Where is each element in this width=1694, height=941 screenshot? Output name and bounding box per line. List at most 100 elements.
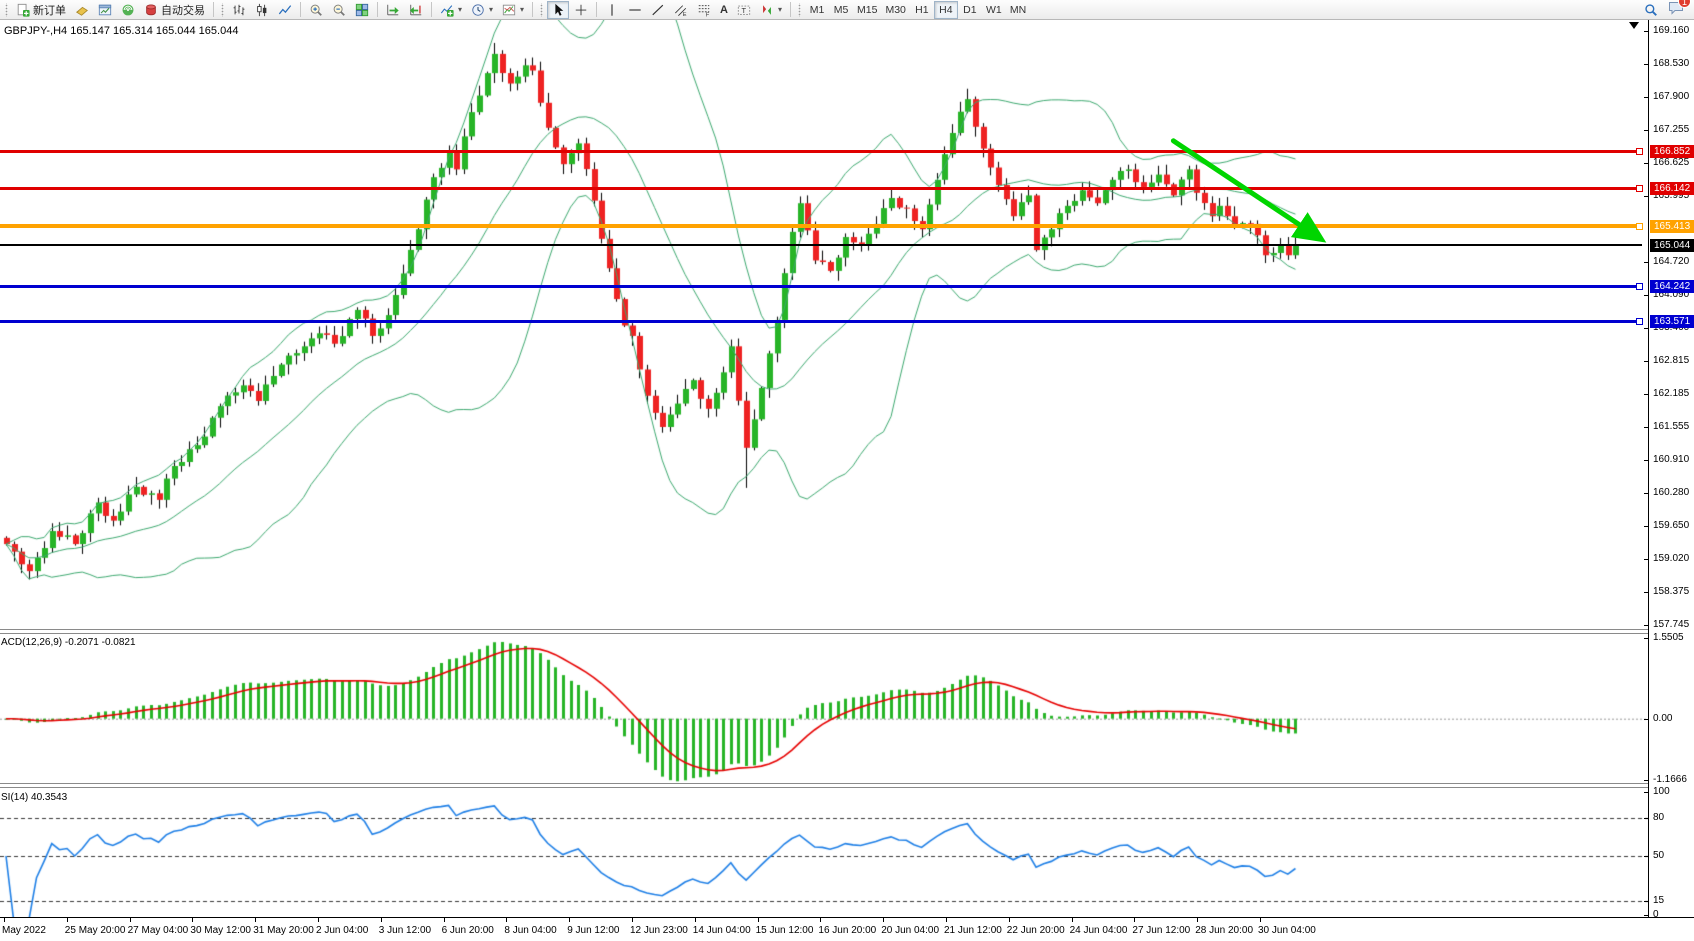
pane-separator-rsi[interactable] [0, 783, 1648, 788]
templates-button[interactable]: ▾ [498, 1, 528, 19]
axis-tick-mark [1644, 493, 1649, 494]
toolbar-grip[interactable] [797, 2, 803, 17]
notifications-button[interactable]: 1 [1668, 0, 1691, 20]
level-drag-handle[interactable] [1636, 147, 1643, 155]
new-order-button[interactable]: 新订单 [12, 1, 70, 19]
time-axis[interactable]: May 2022 25 May 20:00 27 May 04:00 30 May 1… [0, 917, 1694, 941]
time-tick-mark [1260, 918, 1261, 922]
horizontal-level-line[interactable] [0, 224, 1642, 228]
level-drag-handle[interactable] [1636, 222, 1643, 230]
timeframe-button-h1[interactable]: H1 [910, 1, 934, 19]
axis-tick-label: 0 [1653, 909, 1659, 920]
chevron-down-icon: ▾ [778, 5, 783, 14]
time-tick-label: 25 May 20:00 [64, 925, 126, 936]
equidistant-channel-button[interactable]: E [670, 1, 692, 19]
time-tick-label: May 2022 [2, 925, 46, 936]
pane-separator-macd[interactable] [0, 629, 1648, 634]
axis-tick-label: 160.280 [1653, 487, 1690, 499]
time-tick-label: 20 Jun 04:00 [881, 925, 940, 936]
chart-shift-icon [409, 4, 422, 15]
axis-tick-label: 0.00 [1653, 712, 1673, 724]
axis-tick-mark [1644, 638, 1649, 639]
axis-tick-label: 160.910 [1653, 454, 1690, 466]
timeframe-button-mn[interactable]: MN [1006, 1, 1030, 19]
bars-chart-button[interactable] [228, 1, 250, 19]
autotrading-button[interactable]: 自动交易 [140, 1, 209, 19]
cursor-button[interactable] [547, 0, 570, 19]
time-tick-label: 31 May 20:00 [253, 925, 314, 936]
timeframe-button-m15[interactable]: M15 [853, 1, 881, 19]
terminal-window-icon [98, 4, 112, 15]
arrows-button[interactable]: ▾ [756, 1, 786, 19]
time-tick-label: 30 May 12:00 [190, 925, 251, 936]
axis-tick-label: 80 [1653, 811, 1665, 823]
periods-button[interactable]: ▾ [467, 1, 497, 19]
toolbar-grip[interactable] [539, 2, 545, 17]
level-drag-handle[interactable] [1636, 184, 1643, 192]
timeframe-button-m30[interactable]: M30 [881, 1, 909, 19]
symbol-ohlc-title: GBPJPY-,H4 165.147 165.314 165.044 165.0… [4, 25, 239, 37]
macd-indicator-label: ACD(12,26,9) -0.2071 -0.0821 [1, 637, 136, 648]
search-button[interactable] [1640, 1, 1662, 19]
clock-icon [472, 3, 484, 16]
level-drag-handle[interactable] [1636, 283, 1643, 291]
axis-tick-label: 167.900 [1653, 90, 1690, 102]
time-tick-mark [1134, 918, 1135, 922]
time-tick-mark [444, 918, 445, 922]
signal-icon [122, 4, 134, 15]
auto-scroll-button[interactable] [382, 1, 404, 19]
rsi-pane-canvas[interactable] [0, 788, 1648, 917]
time-tick-label: 15 Jun 12:00 [755, 925, 814, 936]
zoom-in-button[interactable] [305, 1, 327, 19]
toolbar-separator [532, 2, 534, 17]
horizontal-level-line[interactable] [0, 244, 1642, 247]
horizontal-level-line[interactable] [0, 186, 1642, 190]
text-label-button[interactable]: T [733, 1, 755, 19]
time-tick-label: 9 Jun 12:00 [567, 925, 620, 936]
vertical-line-button[interactable] [601, 1, 623, 19]
timeframe-button-w1[interactable]: W1 [982, 1, 1006, 19]
signals-button[interactable] [117, 1, 139, 19]
toolbar-grip[interactable] [4, 2, 9, 17]
axis-tick-label: 158.375 [1653, 586, 1690, 598]
trend-arrow-annotation[interactable] [0, 20, 1648, 629]
time-tick-mark [695, 918, 696, 922]
zoom-out-button[interactable] [328, 1, 350, 19]
toolbar-grip[interactable] [220, 2, 225, 17]
cursor-icon [555, 3, 564, 16]
horizontal-level-line[interactable] [0, 320, 1642, 324]
candlestick-chart-button[interactable] [251, 1, 273, 19]
horizontal-line-button[interactable] [624, 1, 646, 19]
horizontal-level-line[interactable] [0, 285, 1642, 289]
timeframe-button-d1[interactable]: D1 [958, 1, 982, 19]
axis-tick-mark [1644, 719, 1649, 720]
chart-shift-button[interactable] [405, 1, 427, 19]
timeframe-button-m5[interactable]: M5 [829, 1, 853, 19]
new-order-icon [17, 3, 30, 17]
timeframe-button-m1[interactable]: M1 [805, 1, 829, 19]
scroll-to-end-marker[interactable] [1629, 22, 1639, 29]
profiles-button[interactable] [71, 1, 93, 19]
horizontal-level-line[interactable] [0, 149, 1642, 153]
price-axis[interactable]: 166.852 166.142 165.413 165.044 164.242 163.5… [1644, 20, 1694, 941]
toolbar-separator [213, 2, 214, 17]
level-drag-handle[interactable] [1636, 318, 1643, 326]
fibonacci-button[interactable]: F [693, 1, 715, 19]
axis-tick-mark [1644, 262, 1649, 263]
macd-pane-canvas[interactable] [0, 634, 1648, 783]
tile-windows-button[interactable] [351, 1, 373, 19]
crosshair-button[interactable] [570, 1, 592, 19]
terminal-button[interactable] [94, 1, 116, 19]
chevron-down-icon: ▾ [520, 5, 525, 14]
main-chart-canvas[interactable] [0, 20, 1648, 629]
trendline-button[interactable] [647, 1, 669, 19]
text-label-icon: T [737, 5, 751, 15]
line-chart-button[interactable] [274, 1, 296, 19]
axis-tick-mark [1644, 130, 1649, 131]
search-icon [1645, 3, 1657, 16]
trend-arrow-line[interactable] [1170, 138, 1327, 243]
indicators-button[interactable]: ▾ [436, 1, 466, 19]
timeframe-button-h4[interactable]: H4 [933, 0, 958, 19]
text-button[interactable]: A [716, 1, 732, 19]
